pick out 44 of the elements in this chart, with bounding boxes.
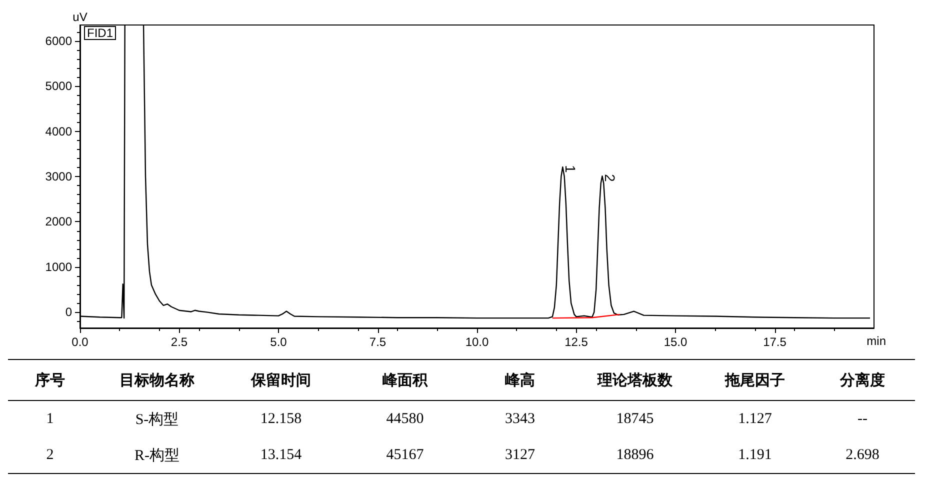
text: R-构型: [134, 446, 180, 466]
x-tick-label: 0.0: [72, 335, 89, 349]
text: 2: [45, 446, 55, 464]
text: 13.154: [259, 446, 303, 464]
text: 1.127: [737, 410, 773, 428]
text: 45167: [385, 446, 425, 464]
x-tick-label: 12.5: [564, 335, 588, 349]
category-label: 峰高: [504, 370, 536, 390]
text: S-构型: [134, 410, 180, 430]
y-tick-label: 6000: [45, 34, 72, 48]
category-label: 保留时间: [250, 370, 312, 390]
y-tick-label: 3000: [45, 170, 72, 184]
y-tick-label: 0: [65, 305, 72, 320]
x-tick-label: 17.5: [763, 335, 787, 349]
text: 18896: [615, 446, 655, 464]
category-label: 序号: [34, 370, 66, 390]
y-tick-label: 2000: [45, 214, 72, 229]
category-label: 分离度: [838, 370, 886, 390]
text: 1: [45, 410, 55, 428]
category-label: 目标物名称: [118, 370, 196, 390]
x-axis-title: min: [866, 334, 886, 348]
x-tick-label: 15.0: [664, 335, 688, 349]
text: 1.191: [737, 446, 773, 464]
y-tick-label: 1000: [45, 260, 72, 274]
annotation: 1: [562, 165, 579, 174]
text: 12.158: [259, 410, 303, 428]
text: --: [856, 410, 868, 428]
annotation: 2: [602, 174, 618, 182]
text: 3127: [504, 446, 536, 464]
y-axis-title: uV: [72, 10, 88, 24]
category-label: 峰面积: [382, 370, 429, 390]
x-tick-label: 10.0: [465, 335, 489, 349]
text: 44580: [385, 410, 425, 428]
x-tick-label: 2.5: [170, 335, 188, 349]
annotation: FID1: [87, 26, 114, 40]
category-label: 理论塔板数: [596, 370, 674, 390]
text: 3343: [504, 410, 536, 428]
x-tick-label: 5.0: [270, 335, 288, 349]
y-tick-label: 5000: [45, 79, 72, 94]
category-label: 拖尾因子: [724, 370, 786, 390]
y-tick-label: 4000: [45, 124, 72, 138]
text: 2.698: [844, 446, 880, 464]
x-tick-label: 7.5: [369, 335, 386, 349]
text: 18745: [615, 410, 655, 428]
